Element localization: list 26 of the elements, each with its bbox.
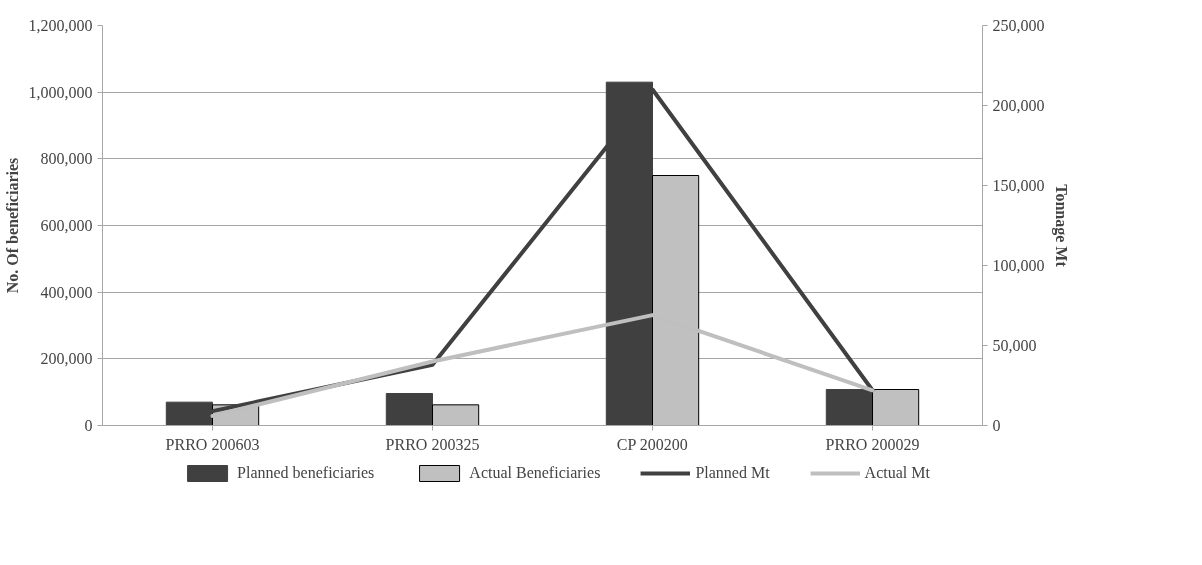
legend-label: Planned Mt xyxy=(695,464,770,482)
y-tick-label: 1,200,000 xyxy=(28,17,93,34)
x-tick-label: PRRO 200603 xyxy=(165,435,260,453)
y-tick-label: 400,000 xyxy=(40,283,93,301)
y2-axis-title: Tonnage Mt xyxy=(1051,184,1070,268)
bar xyxy=(432,404,480,426)
y2-tick-label: 150,000 xyxy=(992,177,1045,194)
x-tick-label: CP 200200 xyxy=(616,435,688,453)
y2-tick-label: 200,000 xyxy=(992,97,1045,114)
bar xyxy=(825,389,873,426)
y-tick-label: 0 xyxy=(84,417,93,434)
y2-tick-label: 50,000 xyxy=(992,337,1037,354)
x-tick-label: PRRO 200029 xyxy=(825,435,920,453)
legend-label: Actual Beneficiaries xyxy=(469,464,601,482)
y-tick-label: 1,000,000 xyxy=(28,83,93,101)
y2-tick-label: 100,000 xyxy=(992,257,1045,274)
legend-label: Actual Mt xyxy=(864,464,930,482)
y-tick-label: 600,000 xyxy=(40,217,93,234)
y-tick-label: 200,000 xyxy=(40,350,93,368)
x-tick-label: PRRO 200325 xyxy=(385,435,480,453)
y2-tick-label: 0 xyxy=(992,417,1001,434)
y2-tick-label: 250,000 xyxy=(992,17,1045,34)
y-axis-title: No. Of beneficiaries xyxy=(3,157,21,294)
legend-label: Planned beneficiaries xyxy=(237,464,375,482)
y-tick-label: 800,000 xyxy=(40,150,93,168)
bar xyxy=(385,393,433,426)
